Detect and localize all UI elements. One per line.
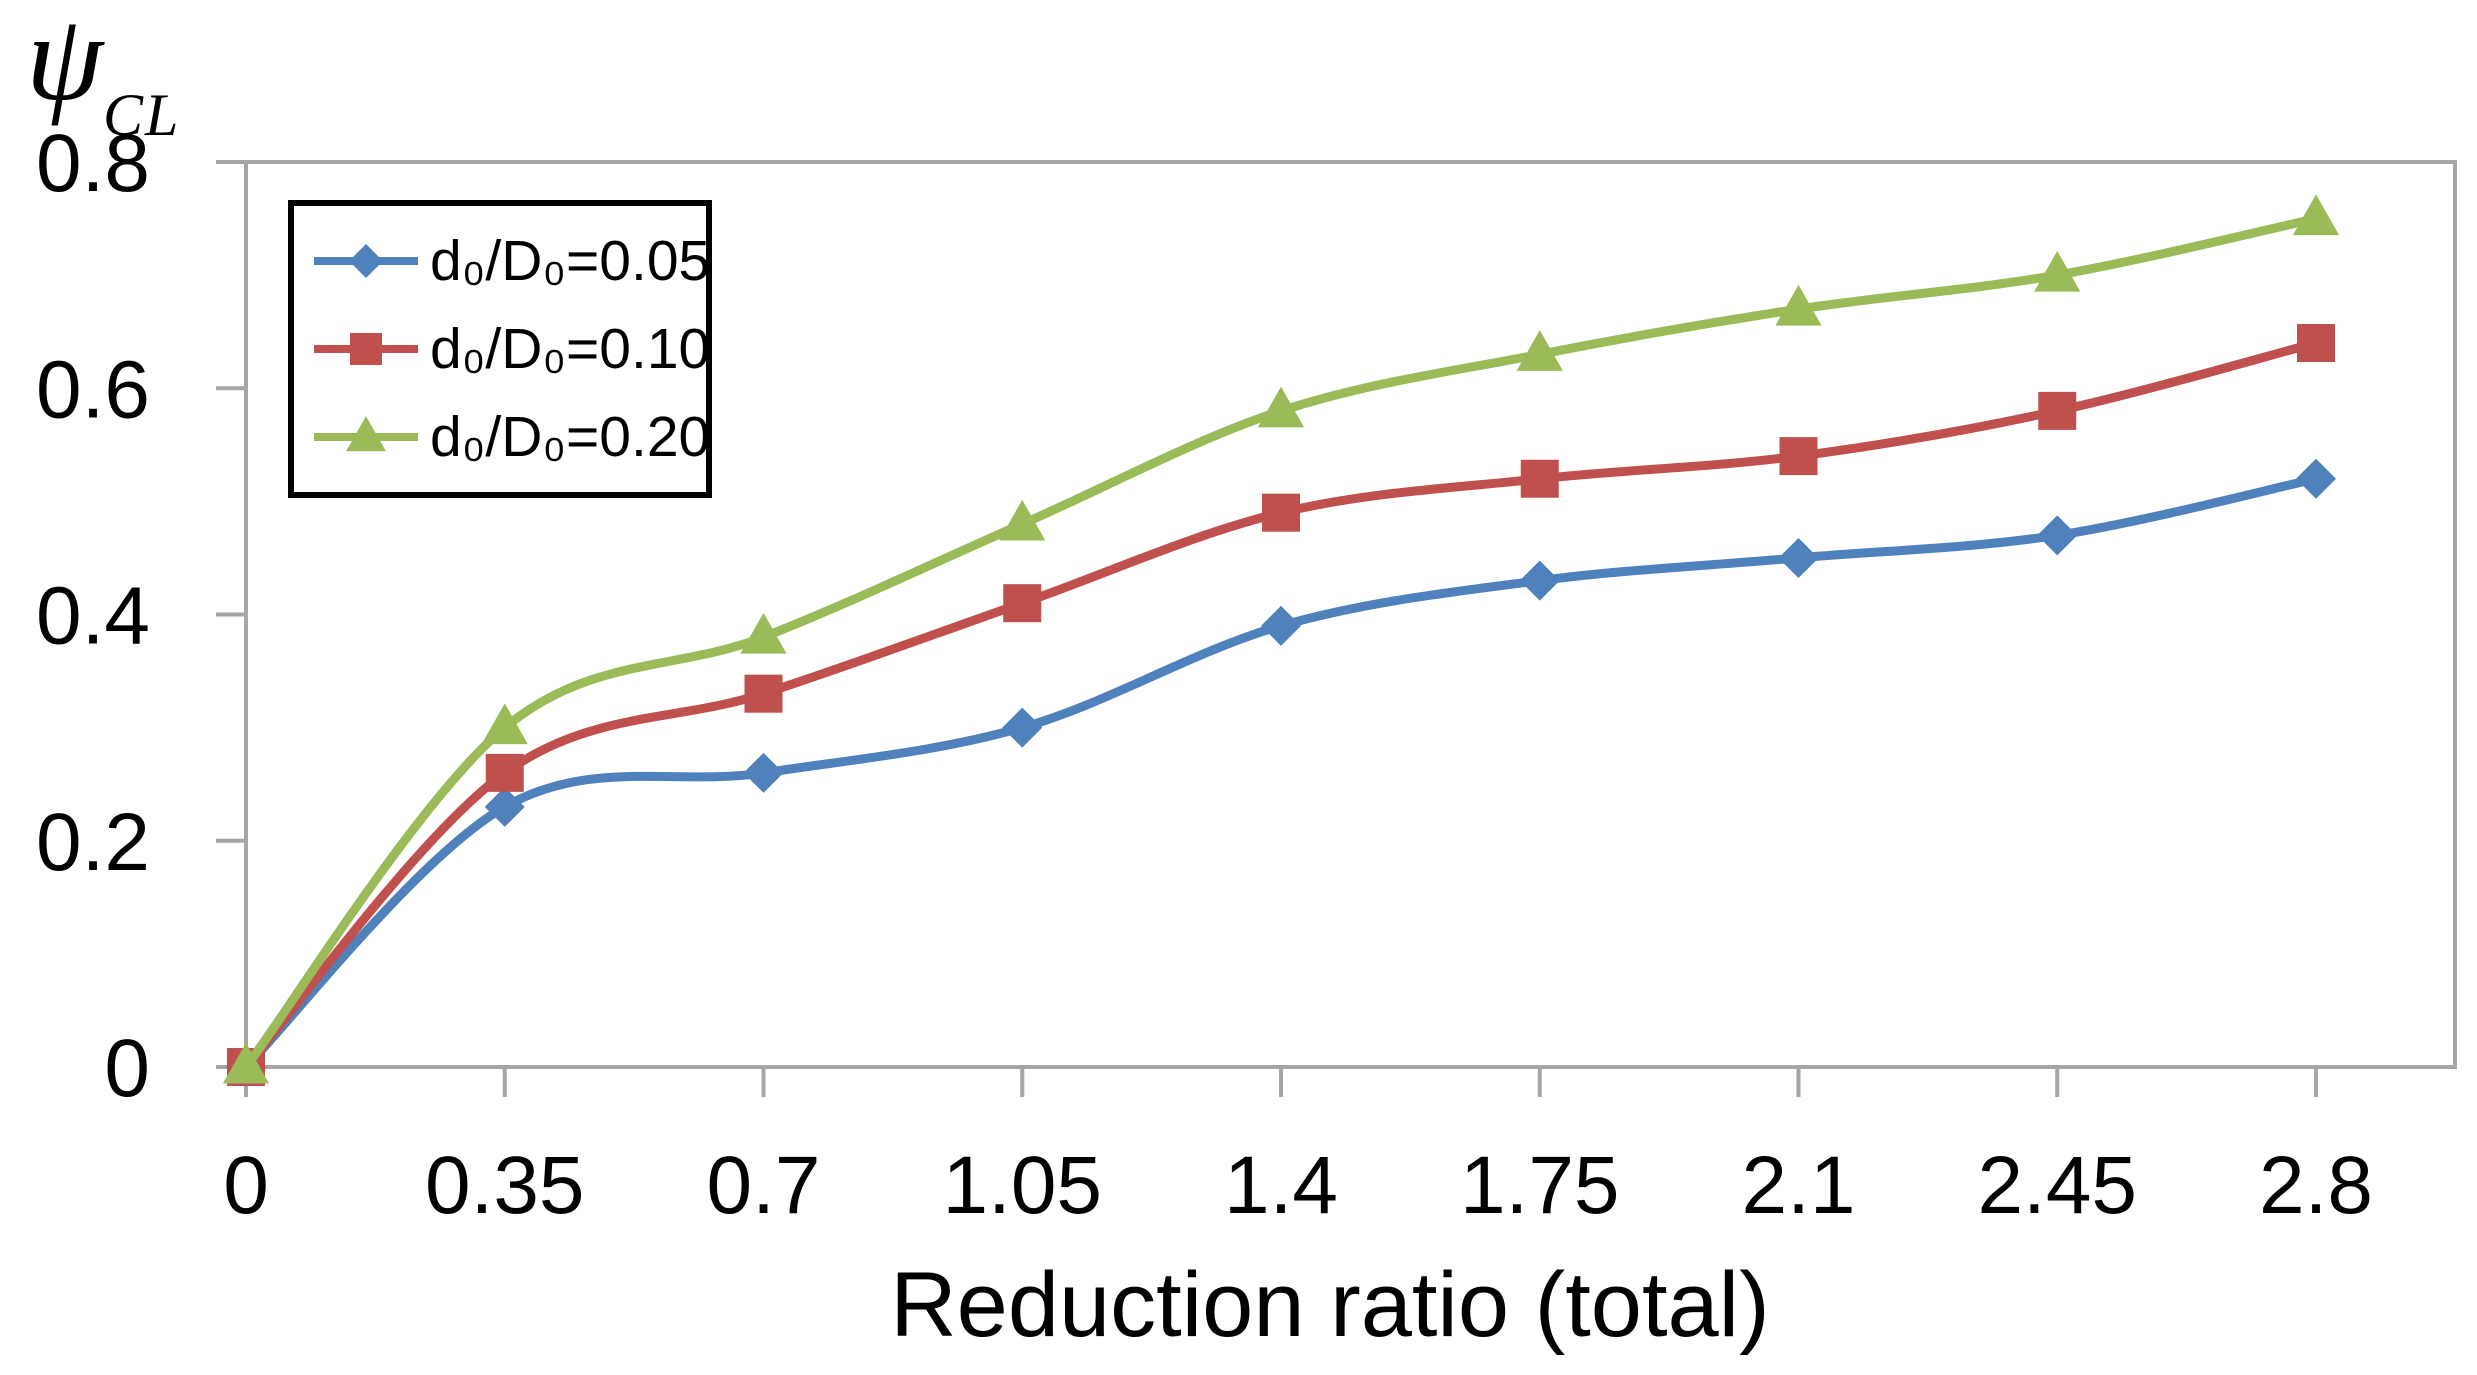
x-tick-label: 0 <box>223 1140 269 1231</box>
diamond-marker <box>2296 458 2336 499</box>
series-d₀/D₀=0.20 <box>222 194 2340 1084</box>
triangle-marker <box>2292 194 2340 236</box>
triangle-marker <box>1257 386 1305 428</box>
y-tick-label: 0.8 <box>36 118 150 209</box>
psi-subscript: CL <box>103 82 181 148</box>
square-marker <box>1520 459 1559 498</box>
legend-item: d₀/D₀=0.20 <box>312 404 710 470</box>
psi-symbol: ψ <box>26 0 104 126</box>
x-tick-label: 1.4 <box>1224 1140 1338 1231</box>
legend-item: d₀/D₀=0.10 <box>312 316 710 382</box>
square-marker <box>2038 391 2077 430</box>
triangle-marker <box>999 499 1046 541</box>
x-tick-label: 2.1 <box>1742 1140 1856 1231</box>
legend: d₀/D₀=0.05 d₀/D₀=0.10 d₀/D₀=0.20 <box>288 200 712 498</box>
square-marker-icon <box>314 333 418 365</box>
square-marker <box>350 333 382 365</box>
triangle-marker <box>740 612 787 654</box>
series-line <box>241 214 2321 1072</box>
triangle-marker <box>1516 330 1563 371</box>
square-marker <box>1779 437 1818 476</box>
x-tick-label: 1.05 <box>942 1140 1102 1231</box>
triangle-marker <box>2034 250 2081 292</box>
diamond-marker <box>1778 537 1819 578</box>
triangle-marker-icon <box>314 416 418 452</box>
diamond-marker <box>1261 605 1301 646</box>
generated-chart-layer: 0 0.2 0.4 0.6 0.8 0 0.35 0.7 1.05 1.4 1.75 2.1 2.45 2… <box>36 118 2457 1231</box>
y-axis-title: ψCL <box>26 0 180 145</box>
triangle-marker <box>481 703 528 745</box>
series-d₀/D₀=0.05 <box>226 458 2336 1087</box>
y-tick-label: 0 <box>104 1023 150 1114</box>
y-tick-label: 0.6 <box>36 344 150 435</box>
diamond-marker <box>2037 515 2078 556</box>
legend-label: d₀/D₀=0.05 <box>430 229 711 293</box>
y-tick-label: 0.4 <box>36 571 150 662</box>
y-tick-label: 0.2 <box>36 797 150 888</box>
diamond-marker <box>484 786 525 827</box>
x-tick-label: 2.45 <box>1977 1140 2137 1231</box>
series-line <box>241 474 2321 1072</box>
square-marker <box>485 753 524 792</box>
triangle-marker <box>222 1042 270 1084</box>
diamond-marker <box>349 244 383 278</box>
triangle-marker <box>346 416 386 452</box>
diamond-marker-icon <box>314 244 418 278</box>
diamond-marker <box>743 752 784 793</box>
diamond-marker <box>1519 560 1560 601</box>
x-tick-label: 1.75 <box>1460 1140 1620 1231</box>
square-marker <box>1262 493 1300 532</box>
square-marker <box>1003 584 1042 623</box>
legend-label: d₀/D₀=0.20 <box>430 405 711 469</box>
x-tick-label: 0.7 <box>707 1140 821 1231</box>
legend-item: d₀/D₀=0.05 <box>312 228 710 294</box>
triangle-marker <box>1775 284 1822 326</box>
legend-label: d₀/D₀=0.10 <box>430 317 711 381</box>
x-tick-label: 2.8 <box>2259 1140 2373 1231</box>
square-marker <box>2297 324 2335 362</box>
x-tick-label: 0.35 <box>425 1140 585 1231</box>
square-marker <box>744 674 783 713</box>
x-axis-title: Reduction ratio (total) <box>890 1254 1770 1356</box>
diamond-marker <box>1002 707 1043 748</box>
